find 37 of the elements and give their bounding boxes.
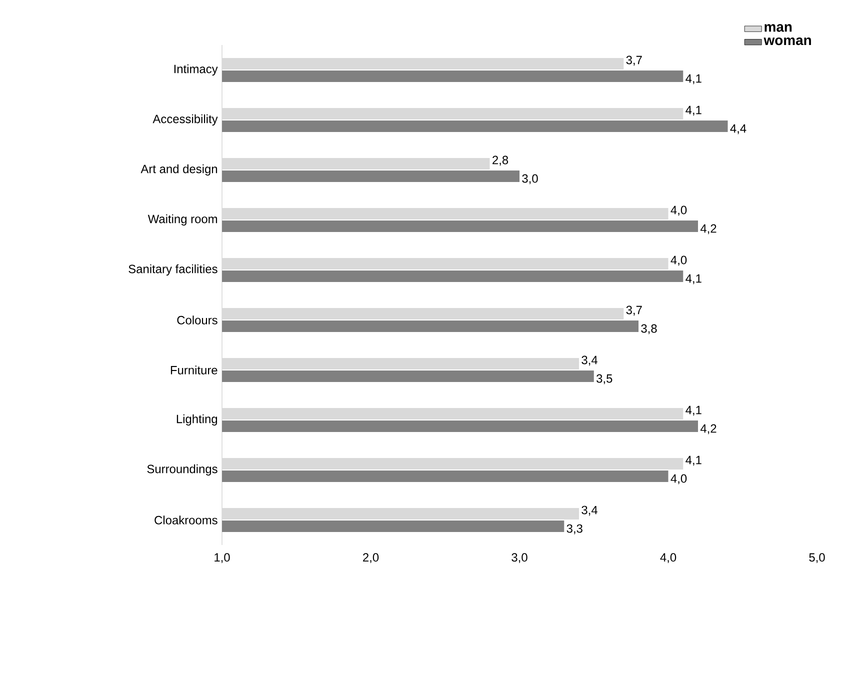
x-tick-label: 1,0 — [214, 553, 230, 564]
x-tick-label: 3,0 — [512, 553, 528, 564]
y-tick-label: Cloakrooms — [154, 516, 218, 524]
data-label: 3,7 — [626, 56, 642, 66]
y-tick-label: Surroundings — [147, 464, 218, 476]
data-label: 3,4 — [582, 506, 598, 516]
data-label: 3,7 — [626, 306, 642, 316]
data-label: 4,1 — [686, 456, 702, 466]
data-label: 3,0 — [522, 174, 538, 184]
data-label: 4,1 — [686, 406, 702, 416]
y-tick-label: Sanitary facilities — [128, 264, 218, 276]
data-label: 4,1 — [686, 274, 702, 284]
y-tick-label: Accessibility — [152, 114, 218, 126]
x-tick-label: 2,0 — [363, 553, 379, 564]
y-tick-label: Art and design — [140, 164, 218, 176]
x-tick-label: 4,0 — [660, 553, 676, 564]
y-tick-label: Intimacy — [174, 64, 218, 76]
legend-label: man — [764, 24, 792, 32]
data-label: 4,2 — [700, 224, 716, 234]
data-label: 3,8 — [641, 324, 657, 334]
x-tick-label: 5,0 — [809, 553, 825, 564]
data-label: 4,2 — [700, 424, 716, 434]
data-label: 3,4 — [582, 356, 598, 366]
data-label: 4,1 — [686, 106, 702, 116]
data-label: 3,5 — [596, 374, 612, 384]
data-label: 4,0 — [670, 474, 687, 484]
legend-label: woman — [764, 37, 811, 46]
data-label: 4,0 — [670, 206, 687, 216]
data-label: 3,3 — [566, 524, 582, 534]
data-label: 4,1 — [686, 74, 702, 84]
y-tick-label: Furniture — [170, 366, 218, 374]
data-label: 4,0 — [670, 256, 687, 266]
data-label: 2,8 — [492, 156, 508, 166]
y-tick-label: Waiting room — [148, 214, 218, 226]
y-tick-label: Lighting — [176, 414, 218, 426]
data-label: 4,4 — [730, 124, 746, 134]
y-tick-label: Colours — [177, 316, 218, 324]
